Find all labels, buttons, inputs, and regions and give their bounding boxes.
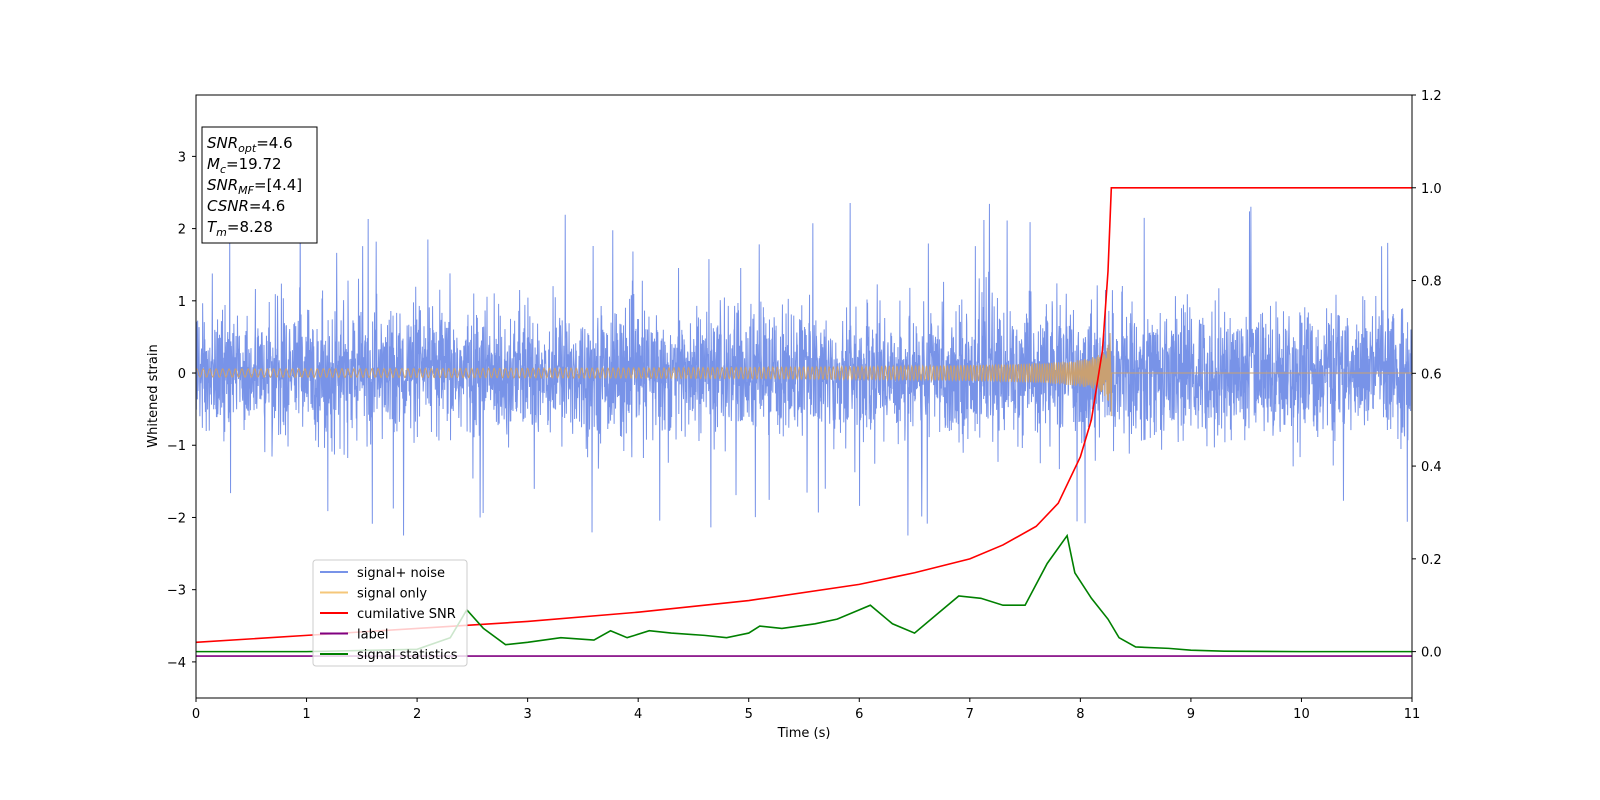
info-box-line-symbol: SNR: [207, 134, 238, 152]
info-box-line: Mc=19.72: [207, 155, 282, 176]
info-box-line-subscript: opt: [238, 142, 257, 155]
legend: signal+ noise signal only cumilative SNR la…: [312, 559, 468, 667]
y-right-tick-label: 0.0: [1421, 646, 1442, 661]
y-left-tick-label: −1: [167, 439, 186, 454]
info-box-frame: [201, 126, 318, 244]
x-axis-label: Time (s): [777, 726, 831, 741]
y-right-tick-label: 0.2: [1421, 553, 1442, 568]
x-tick-label: 9: [1187, 707, 1195, 722]
x-tick-label: 11: [1404, 707, 1421, 722]
info-box-line: Tm=8.28: [207, 218, 273, 239]
y-left-tick-label: −3: [167, 584, 186, 599]
info-box-line-value: =8.28: [227, 218, 273, 236]
y-right-tick-label: 0.6: [1421, 367, 1442, 382]
legend-entry-label: signal+ noise: [357, 566, 445, 581]
series-signal-statistics-line: [196, 533, 1412, 653]
y-right-tick-label: 1.2: [1421, 89, 1442, 104]
info-box-line-subscript: m: [216, 226, 227, 239]
y-right-tick-label: 1.0: [1421, 182, 1442, 197]
x-tick-label: 8: [1076, 707, 1084, 722]
y-axis-label: Whitened strain: [146, 344, 161, 447]
x-tick-label: 0: [192, 707, 200, 722]
info-box-line-value: =4.6: [249, 197, 285, 215]
y-left-tick-label: 2: [178, 223, 186, 238]
series-cumulative-snr-line: [196, 186, 1412, 644]
x-tick-label: 1: [302, 707, 310, 722]
y-axis-left: −4 −3 −2 −1 0 1 2 3: [167, 150, 196, 671]
info-box-line-value: =4.6: [256, 134, 292, 152]
info-box-line-symbol: T: [207, 218, 218, 236]
series-signal-noise-line: [196, 203, 1412, 536]
y-axis-right: 0.0 0.2 0.4 0.6 0.8 1.0 1.2: [1412, 89, 1442, 661]
y-right-tick-label: 0.4: [1421, 460, 1442, 475]
info-box-line-subscript: c: [220, 163, 226, 176]
y-left-tick-label: 0: [178, 367, 186, 382]
x-tick-label: 4: [634, 707, 642, 722]
plot-frame: [195, 94, 1413, 699]
info-box-line-symbol: M: [207, 155, 220, 173]
series-signal-only-line: [196, 332, 1412, 417]
x-tick-label: 7: [966, 707, 974, 722]
y-left-tick-label: 3: [178, 150, 186, 165]
y-left-tick-label: −2: [167, 511, 186, 526]
info-box-line-value: =19.72: [226, 155, 282, 173]
legend-entry-label: signal statistics: [357, 648, 458, 663]
x-tick-label: 2: [413, 707, 421, 722]
x-tick-label: 3: [523, 707, 531, 722]
legend-entry-label: cumilative SNR: [357, 607, 456, 622]
x-tick-label: 6: [855, 707, 863, 722]
legend-entry-label: signal only: [357, 587, 427, 602]
info-box-line: SNRopt=4.6: [207, 134, 293, 155]
y-left-tick-label: 1: [178, 295, 186, 310]
legend-frame: [312, 559, 468, 667]
legend-entry-label: label: [357, 628, 388, 643]
info-box-line-value: =[4.4]: [254, 176, 302, 194]
info-box-line-symbol: CSNR: [207, 197, 249, 215]
info-box-line-symbol: SNR: [207, 176, 238, 194]
x-tick-label: 5: [745, 707, 753, 722]
x-axis: 0 1 2 3 4 5 6 7 8 9 10 11: [192, 698, 1420, 722]
y-left-tick-label: −4: [167, 656, 186, 671]
x-tick-label: 10: [1293, 707, 1310, 722]
y-right-tick-label: 0.8: [1421, 275, 1442, 290]
info-box-line: CSNR=4.6: [207, 197, 285, 215]
info-box: SNRopt=4.6Mc=19.72SNRMF=[4.4]CSNR=4.6Tm=…: [201, 126, 318, 244]
info-box-line-subscript: MF: [238, 184, 254, 197]
info-box-line: SNRMF=[4.4]: [207, 176, 302, 197]
